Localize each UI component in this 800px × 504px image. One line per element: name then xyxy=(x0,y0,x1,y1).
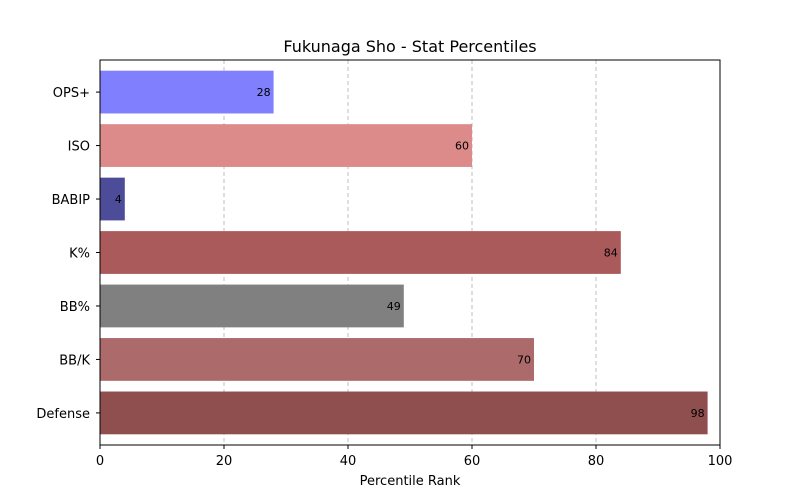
x-axis-ticks: 0 20 40 60 80 100 xyxy=(96,445,733,469)
y-tick-label: BABIP xyxy=(52,193,91,208)
x-tick-label: 100 xyxy=(708,454,733,469)
x-axis-label: Percentile Rank xyxy=(360,474,461,489)
x-tick-label: 0 xyxy=(96,454,104,469)
x-tick-label: 60 xyxy=(464,454,481,469)
x-tick-label: 20 xyxy=(216,454,233,469)
chart-title: Fukunaga Sho - Stat Percentiles xyxy=(283,37,536,56)
bar-defense xyxy=(100,391,708,435)
y-tick-label: OPS+ xyxy=(53,86,90,101)
x-tick-label: 40 xyxy=(340,454,357,469)
bar-k- xyxy=(100,231,621,274)
data-label: 60 xyxy=(455,140,469,153)
y-tick-label: BB/K xyxy=(59,353,90,368)
y-tick-label: BB% xyxy=(60,300,90,315)
bar-babip xyxy=(100,177,125,221)
bar-ops- xyxy=(100,70,274,114)
bar-iso xyxy=(100,124,472,167)
data-label: 70 xyxy=(517,353,531,366)
y-tick-label: Defense xyxy=(36,407,90,422)
bar-bb-k xyxy=(100,338,534,381)
data-label: 98 xyxy=(691,407,705,420)
x-tick-label: 80 xyxy=(588,454,605,469)
data-label: 49 xyxy=(387,300,401,313)
data-label: 84 xyxy=(604,247,618,260)
bar-bb- xyxy=(100,284,404,328)
data-labels: 28 60 4 84 49 70 98 xyxy=(115,86,705,420)
y-axis-ticks: OPS+ ISO BABIP K% BB% BB/K Defense xyxy=(36,86,100,422)
y-tick-label: ISO xyxy=(68,140,90,155)
y-tick-label: K% xyxy=(69,247,90,262)
data-label: 28 xyxy=(257,86,271,99)
data-label: 4 xyxy=(115,193,122,206)
bars xyxy=(100,70,708,435)
